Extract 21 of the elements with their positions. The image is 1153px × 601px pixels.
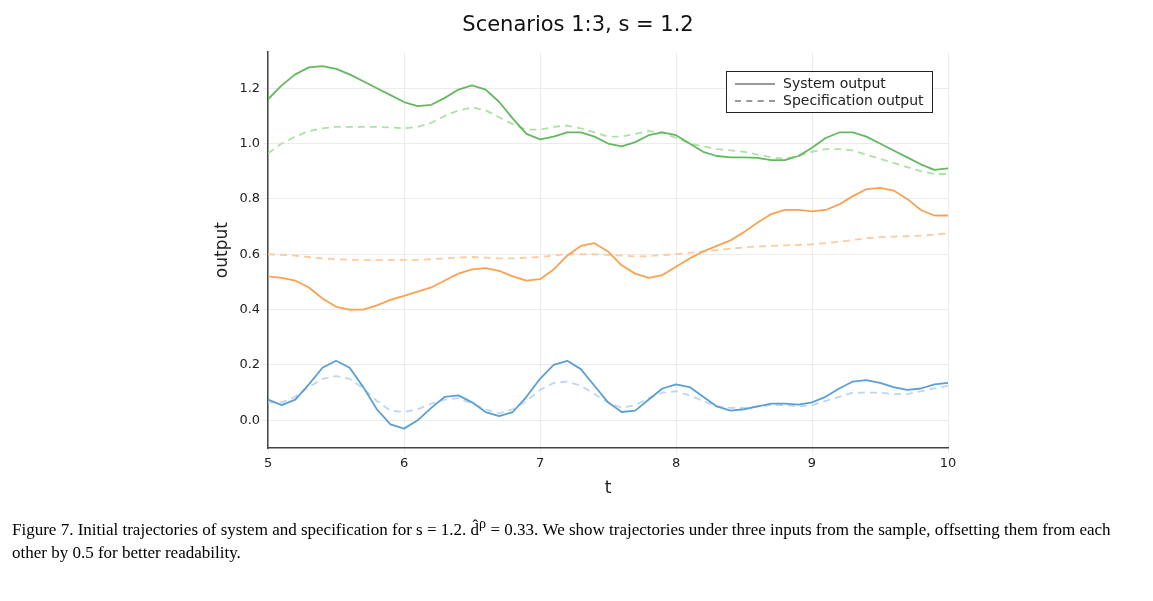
text: Figure 7. Initial trajectories of system and specification for s = 1.2. d̂$^{ρ}$ = 0.33. We show trajectories under three inputs from the sample, offsetting them from each other by 0.5 for better readability. (12, 515, 1111, 562)
y-tick-label: 0.4 (239, 300, 261, 316)
x-tick-label: 8 (671, 455, 681, 471)
chart-title: Scenarios 1:3, s = 1.2 (462, 12, 694, 37)
y-tick-label: 0.6 (239, 245, 261, 261)
x-tick-label: 10 (939, 455, 957, 471)
x-axis-title: t (604, 477, 612, 498)
key-box: System output Specification output (726, 71, 933, 113)
y-axis-title: output (210, 221, 231, 279)
x-tick-label: 6 (399, 455, 409, 471)
y-tick-label: 0.0 (239, 411, 261, 427)
y-tick-label: 1.2 (239, 79, 261, 95)
x-tick-label: 9 (807, 455, 817, 471)
x-tick-label: 5 (263, 455, 273, 471)
x-tick-label: 7 (535, 455, 545, 471)
line-series (268, 375, 948, 415)
y-tick-label: 0.8 (239, 190, 261, 206)
annotation: System output (783, 75, 886, 92)
annotation: Specification output (783, 92, 924, 109)
y-tick-label: 1.0 (239, 134, 261, 150)
y-tick-label: 0.2 (239, 356, 261, 372)
